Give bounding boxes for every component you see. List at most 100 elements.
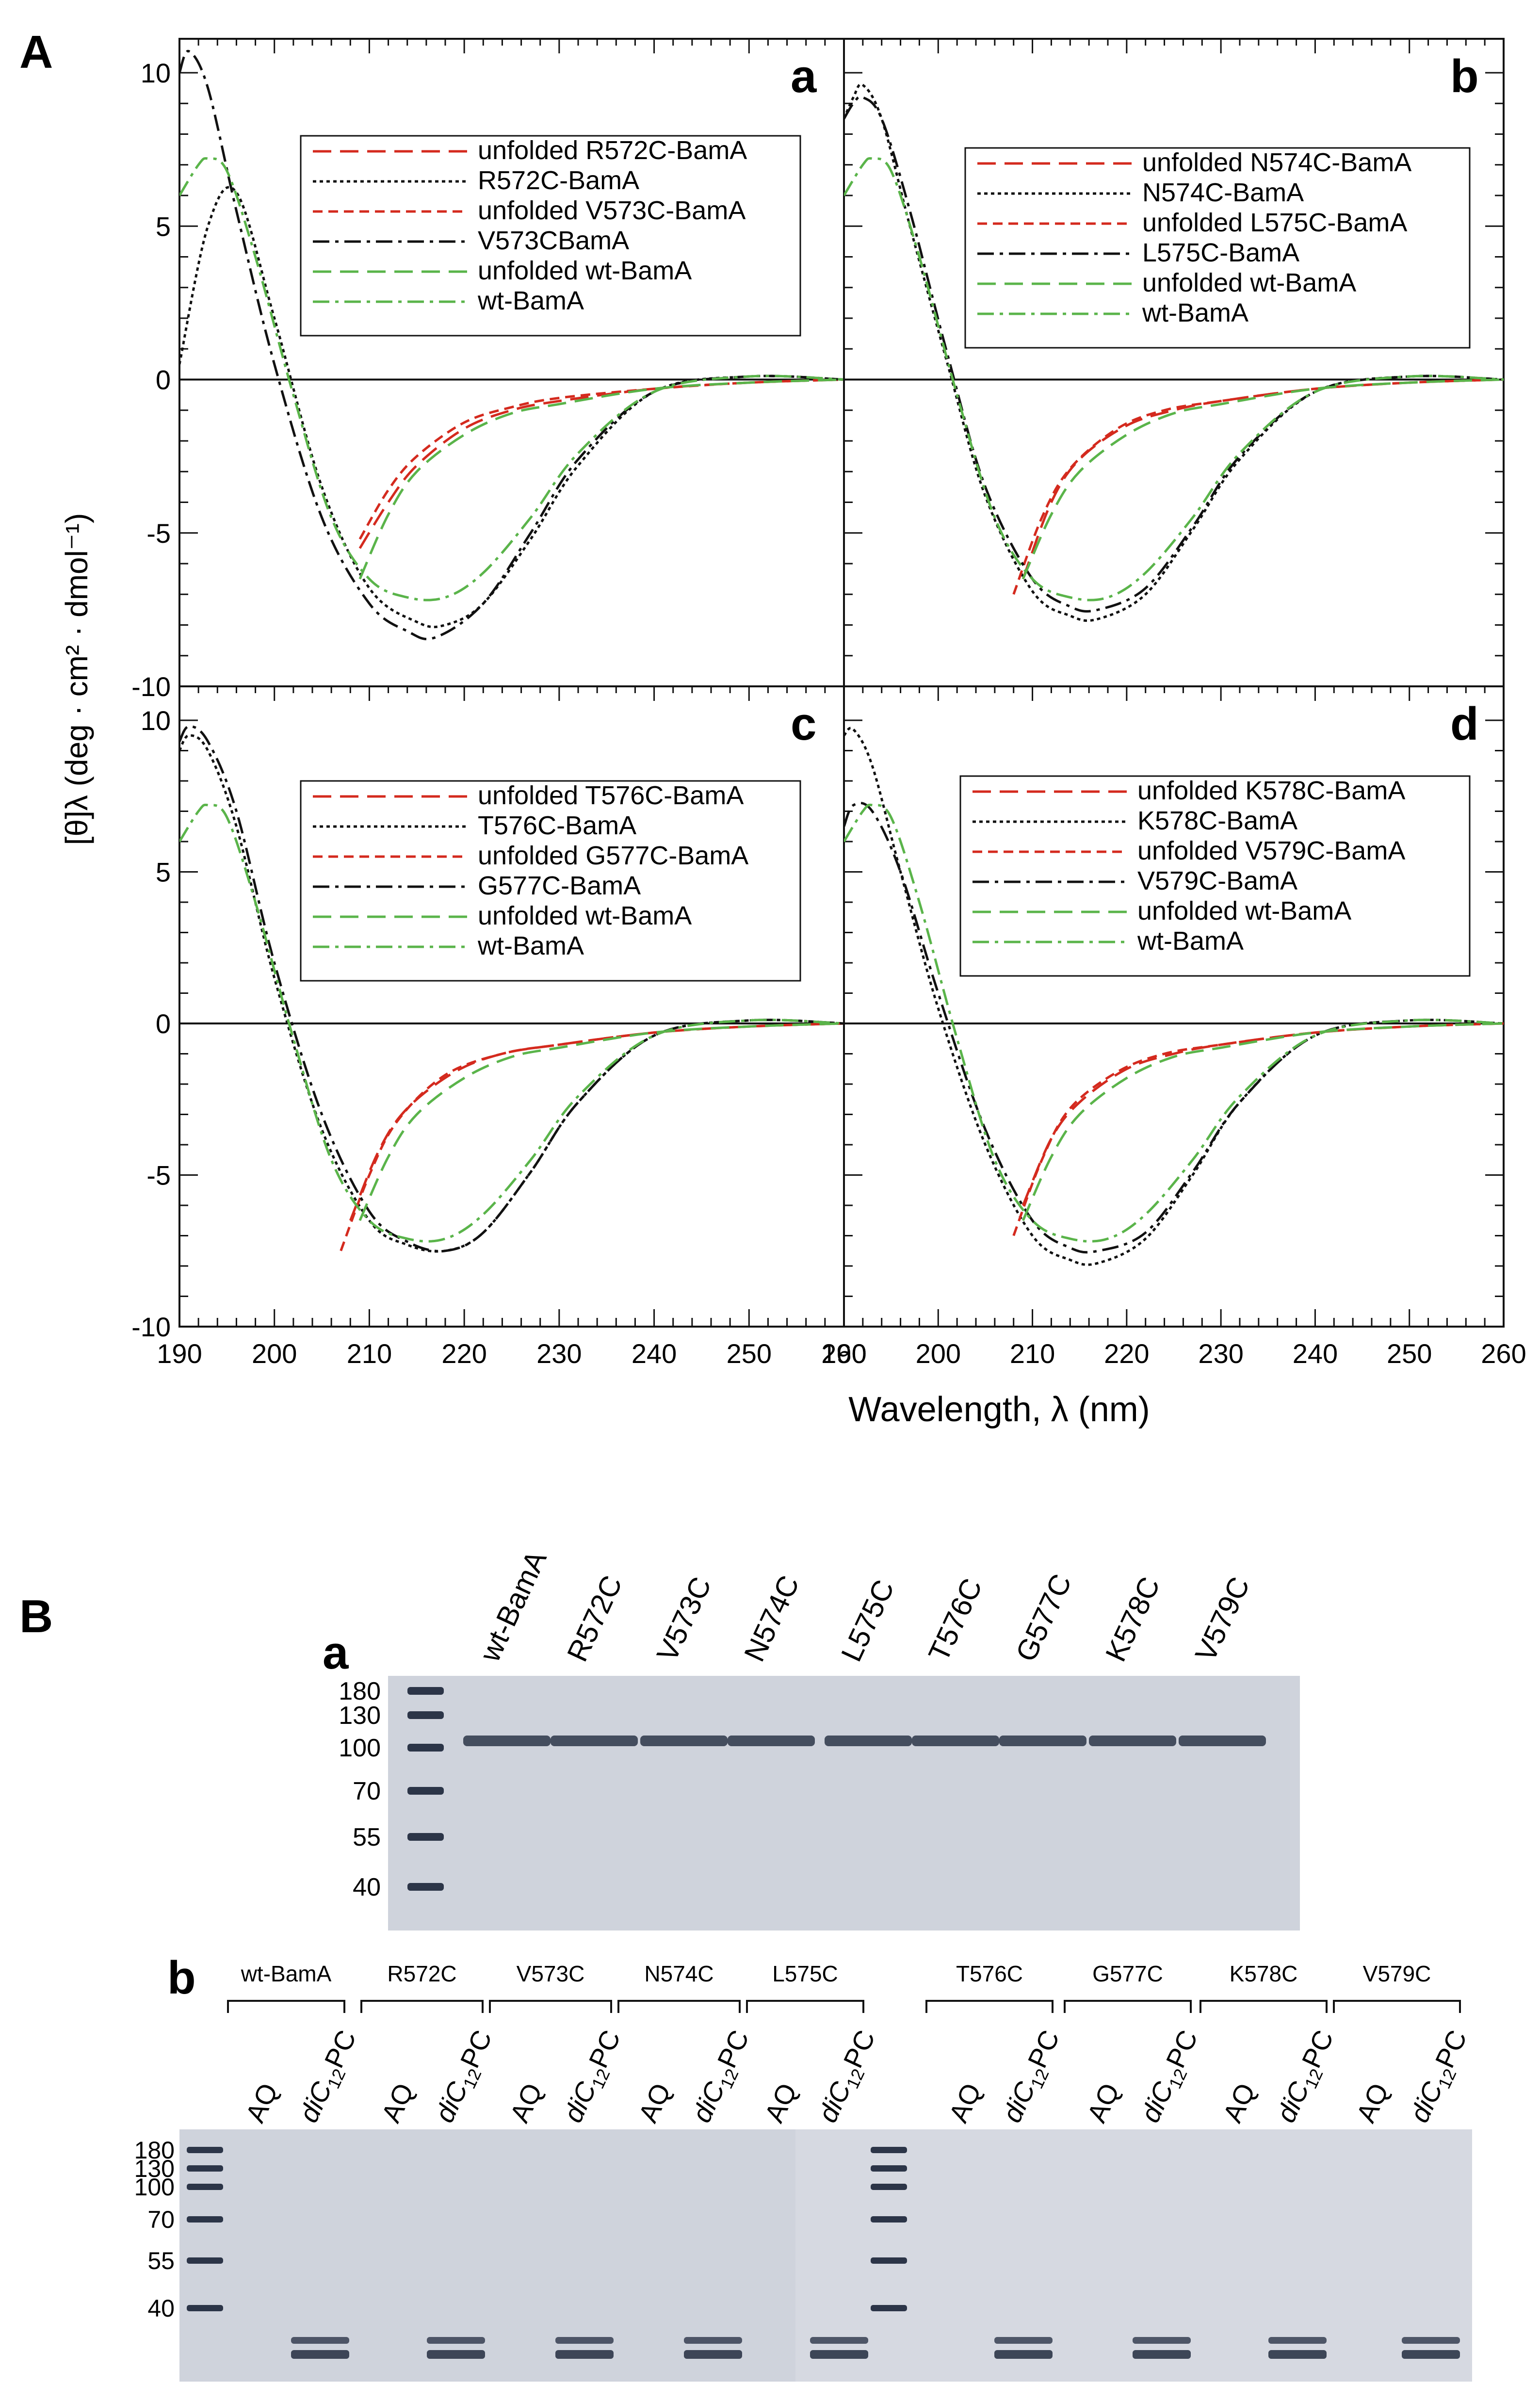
gel-b-ladder-band-right xyxy=(871,2216,907,2223)
gel-b-bracket xyxy=(489,2000,612,2013)
x-tick-label: 190 xyxy=(157,1338,202,1369)
gel-b-marker-label: 70 xyxy=(147,2206,175,2233)
gel-a-band xyxy=(551,1736,638,1746)
gel-b-group-label: V579C xyxy=(1363,1961,1431,1986)
legend-entry: unfolded wt-BamA xyxy=(478,256,692,285)
x-tick-label: 260 xyxy=(821,1338,866,1369)
gel-b-lane-lipid: diC12PC xyxy=(557,2025,630,2128)
gel-b-ladder-band-right xyxy=(871,2165,907,2172)
legend-entry: unfolded G577C-BamA xyxy=(478,841,748,870)
gel-b-ladder-band-right xyxy=(871,2257,907,2264)
gel-b-ladder-band-left xyxy=(187,2305,223,2311)
gel-b-ladder-band-right xyxy=(871,2184,907,2190)
gel-b-lane-aq: AQ xyxy=(375,2078,420,2127)
series-line-b-4 xyxy=(1021,378,1504,580)
series-line-d-5 xyxy=(844,803,1504,1243)
gel-b-bracket xyxy=(1064,2000,1192,2013)
legend-entry: K578C-BamA xyxy=(1137,806,1297,835)
gel-b-marker-label: 130 xyxy=(134,2155,175,2182)
gel-b-group-label: N574C xyxy=(644,1961,713,1986)
y-tick-label: -5 xyxy=(146,518,171,549)
gel-b-lane-lipid: diC12PC xyxy=(1270,2025,1343,2128)
gel-b-band-lower xyxy=(555,2350,614,2359)
series-line-a-0 xyxy=(358,378,844,549)
series-line-d-4 xyxy=(1021,1022,1504,1221)
gel-b-lane-aq: AQ xyxy=(1350,2078,1394,2127)
gel-a-lane-label: T576C xyxy=(922,1574,989,1667)
y-tick-label: 10 xyxy=(141,705,171,736)
gel-b-group-label: T576C xyxy=(956,1961,1023,1986)
legend-entry: wt-BamA xyxy=(477,286,584,315)
x-tick-label: 230 xyxy=(1198,1338,1243,1369)
legend-entry: unfolded wt-BamA xyxy=(1142,268,1356,297)
gel-b-lane-aq: AQ xyxy=(632,2078,677,2127)
gel-b-group-label: G577C xyxy=(1092,1961,1163,1986)
gel-b-group-label: wt-BamA xyxy=(241,1961,332,1986)
gel-a-band xyxy=(1089,1736,1176,1746)
gel-b-lane-aq: AQ xyxy=(1217,2078,1261,2127)
gel-a-band xyxy=(463,1736,551,1746)
gel-b-lane-lipid: diC12PC xyxy=(812,2025,885,2128)
x-tick-label: 190 xyxy=(821,1338,866,1369)
y-tick-label: 10 xyxy=(141,58,171,88)
gel-a-lane-label: V579C xyxy=(1189,1572,1256,1667)
legend-entry: V573CBamA xyxy=(478,226,629,255)
gel-b-band-upper xyxy=(994,2337,1053,2344)
gel-a-lane-label: R572C xyxy=(561,1571,629,1667)
gel-a-ladder-band xyxy=(407,1744,444,1752)
series-line-a-2 xyxy=(358,378,844,540)
gel-b-lane-aq: AQ xyxy=(759,2078,803,2127)
series-line-d-0 xyxy=(1021,1022,1504,1206)
series-line-d-2 xyxy=(1012,1022,1504,1236)
gel-b-marker-label: 55 xyxy=(147,2247,175,2274)
gel-b-band-lower xyxy=(994,2350,1053,2359)
legend-entry: unfolded V573C-BamA xyxy=(478,196,746,225)
gel-a-band xyxy=(640,1736,728,1746)
x-tick-label: 240 xyxy=(632,1338,677,1369)
gel-a-band xyxy=(728,1736,815,1746)
gel-a-band xyxy=(999,1736,1086,1746)
x-tick-label: 230 xyxy=(536,1338,582,1369)
gel-b-ladder-band-left xyxy=(187,2147,223,2153)
gel-b-lane-lipid: diC12PC xyxy=(429,2025,502,2128)
gel-b-bracket xyxy=(617,2000,741,2013)
gel-b-bracket xyxy=(925,2000,1054,2013)
gel-b-band-lower xyxy=(684,2350,742,2359)
series-line-c-3 xyxy=(179,725,844,1252)
x-tick-label: 200 xyxy=(916,1338,961,1369)
y-tick-label: -10 xyxy=(131,671,171,702)
gel-b-bracket xyxy=(746,2000,864,2013)
gel-a-lane-label: wt-BamA xyxy=(473,1546,553,1667)
legend-entry: unfolded K578C-BamA xyxy=(1137,776,1405,805)
legend-entry: unfolded wt-BamA xyxy=(478,901,692,930)
gel-b-lane-aq: AQ xyxy=(504,2078,548,2127)
gel-b-group-label: K578C xyxy=(1230,1961,1298,1986)
gel-b-band-upper xyxy=(555,2337,614,2344)
gel-a-band xyxy=(825,1736,912,1746)
legend-entry: unfolded V579C-BamA xyxy=(1137,836,1405,865)
gel-b-group-label: L575C xyxy=(772,1961,838,1986)
gel-a-marker-label: 130 xyxy=(339,1702,381,1730)
gel-b-label: b xyxy=(167,1952,196,2004)
y-tick-label: 5 xyxy=(156,211,171,242)
panel-title-a: a xyxy=(791,50,817,102)
gel-b-bracket xyxy=(1333,2000,1461,2013)
gel-a-band xyxy=(1179,1736,1266,1746)
x-tick-label: 260 xyxy=(1481,1338,1526,1369)
plot-frame-d xyxy=(843,685,1505,1328)
gel-a-lane-label: K578C xyxy=(1099,1572,1166,1667)
legend-entry: wt-BamA xyxy=(1137,926,1244,956)
gel-a-band xyxy=(912,1736,999,1746)
y-tick-label: -5 xyxy=(146,1160,171,1191)
series-line-c-2 xyxy=(340,1022,844,1251)
gel-a-ladder-band xyxy=(407,1883,444,1891)
gel-b-lane-aq: AQ xyxy=(240,2078,284,2127)
legend-entry: unfolded R572C-BamA xyxy=(478,136,747,165)
x-tick-label: 250 xyxy=(1387,1338,1432,1369)
legend-entry: wt-BamA xyxy=(1142,298,1248,327)
